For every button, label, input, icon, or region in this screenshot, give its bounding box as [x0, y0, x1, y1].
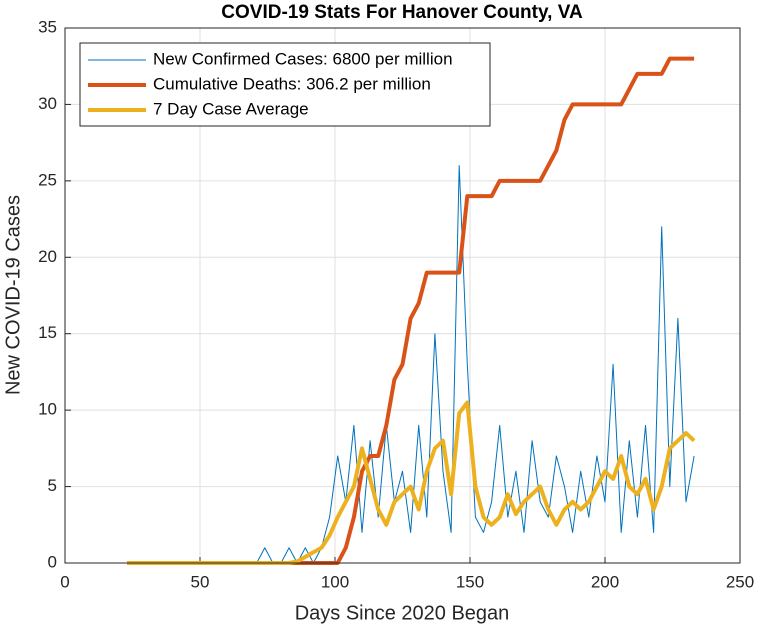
- y-tick-label: 0: [48, 552, 57, 571]
- axes-box: [64, 27, 741, 564]
- x-tick-label: 150: [456, 572, 484, 591]
- legend: New Confirmed Cases: 6800 per million Cum…: [79, 42, 491, 127]
- y-tick-label: 10: [38, 400, 57, 419]
- x-tick-label: 0: [60, 572, 69, 591]
- y-tick-label: 30: [38, 94, 57, 113]
- y-tick-label: 5: [48, 476, 57, 495]
- y-tick-label: 35: [38, 17, 57, 36]
- x-tick-label: 250: [726, 572, 754, 591]
- legend-box: [79, 42, 491, 127]
- x-axis-label: Days Since 2020 Began: [295, 602, 510, 624]
- legend-label: Cumulative Deaths: 306.2 per million: [153, 74, 431, 93]
- y-tick-label: 15: [38, 323, 57, 342]
- chart-title: COVID-19 Stats For Hanover County, VA: [221, 2, 583, 23]
- y-tick-label: 20: [38, 247, 57, 266]
- legend-label: New Confirmed Cases: 6800 per million: [153, 49, 453, 68]
- x-tick-label: 50: [191, 572, 210, 591]
- y-axis-label: New COVID-19 Cases: [2, 195, 24, 395]
- x-tick-label: 200: [591, 572, 619, 591]
- y-tick-label: 25: [38, 170, 57, 189]
- legend-label: 7 Day Case Average: [153, 99, 309, 118]
- x-tick-label: 100: [321, 572, 349, 591]
